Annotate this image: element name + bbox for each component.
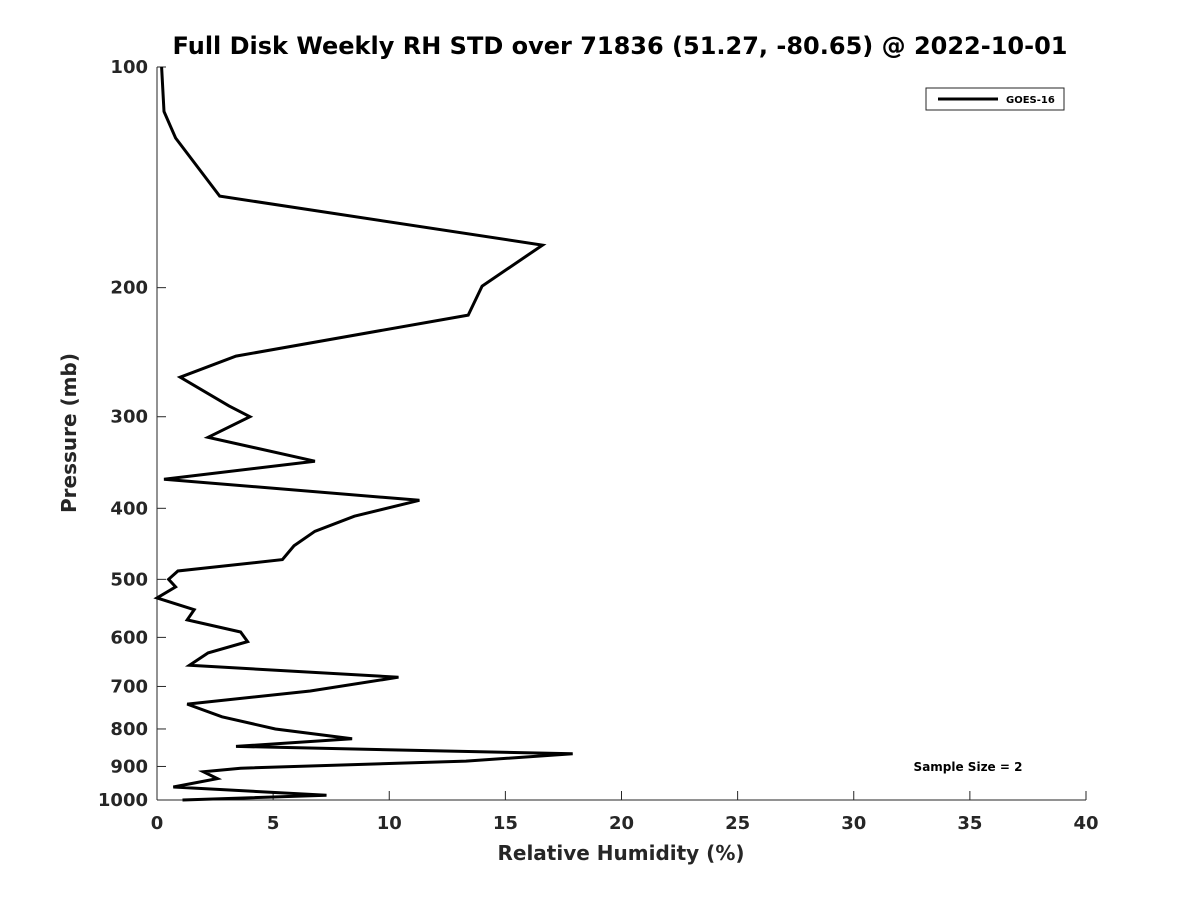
legend: GOES-16 — [925, 87, 1065, 111]
y-tick-label: 600 — [110, 627, 148, 648]
y-tick-label: 800 — [110, 719, 148, 740]
y-tick-label: 900 — [110, 756, 148, 777]
x-tick-label: 25 — [725, 813, 750, 834]
sample-size-annotation: Sample Size = 2 — [914, 760, 1023, 774]
plot-area: 0 5 10 15 20 25 30 35 40 100 200 300 400 500 600 700 80… — [98, 57, 1099, 834]
x-axis-label: Relative Humidity (%) — [497, 841, 744, 865]
x-tick-label: 40 — [1073, 813, 1098, 834]
x-tick-label: 10 — [377, 813, 402, 834]
plot-background — [157, 67, 1086, 800]
series-line-goes-16 — [153, 66, 573, 802]
x-tick-label: 20 — [609, 813, 634, 834]
x-axis-ticks: 0 5 10 15 20 25 30 35 40 — [151, 791, 1099, 834]
x-tick-label: 30 — [841, 813, 866, 834]
y-tick-label: 400 — [110, 498, 148, 519]
y-tick-label: 300 — [110, 407, 148, 428]
x-tick-label: 0 — [151, 813, 164, 834]
y-tick-label: 1000 — [98, 790, 148, 811]
y-tick-label: 500 — [110, 569, 148, 590]
y-tick-label: 100 — [110, 57, 148, 78]
x-tick-label: 15 — [493, 813, 518, 834]
y-tick-label: 700 — [110, 676, 148, 697]
y-axis-ticks: 100 200 300 400 500 600 700 800 900 1000 — [98, 57, 166, 811]
legend-label-goes-16: GOES-16 — [1006, 95, 1055, 106]
x-tick-label: 35 — [957, 813, 982, 834]
y-tick-label: 200 — [110, 278, 148, 299]
chart-title: Full Disk Weekly RH STD over 71836 (51.2… — [173, 32, 1068, 60]
x-tick-label: 5 — [267, 813, 280, 834]
y-axis-label: Pressure (mb) — [57, 353, 81, 513]
